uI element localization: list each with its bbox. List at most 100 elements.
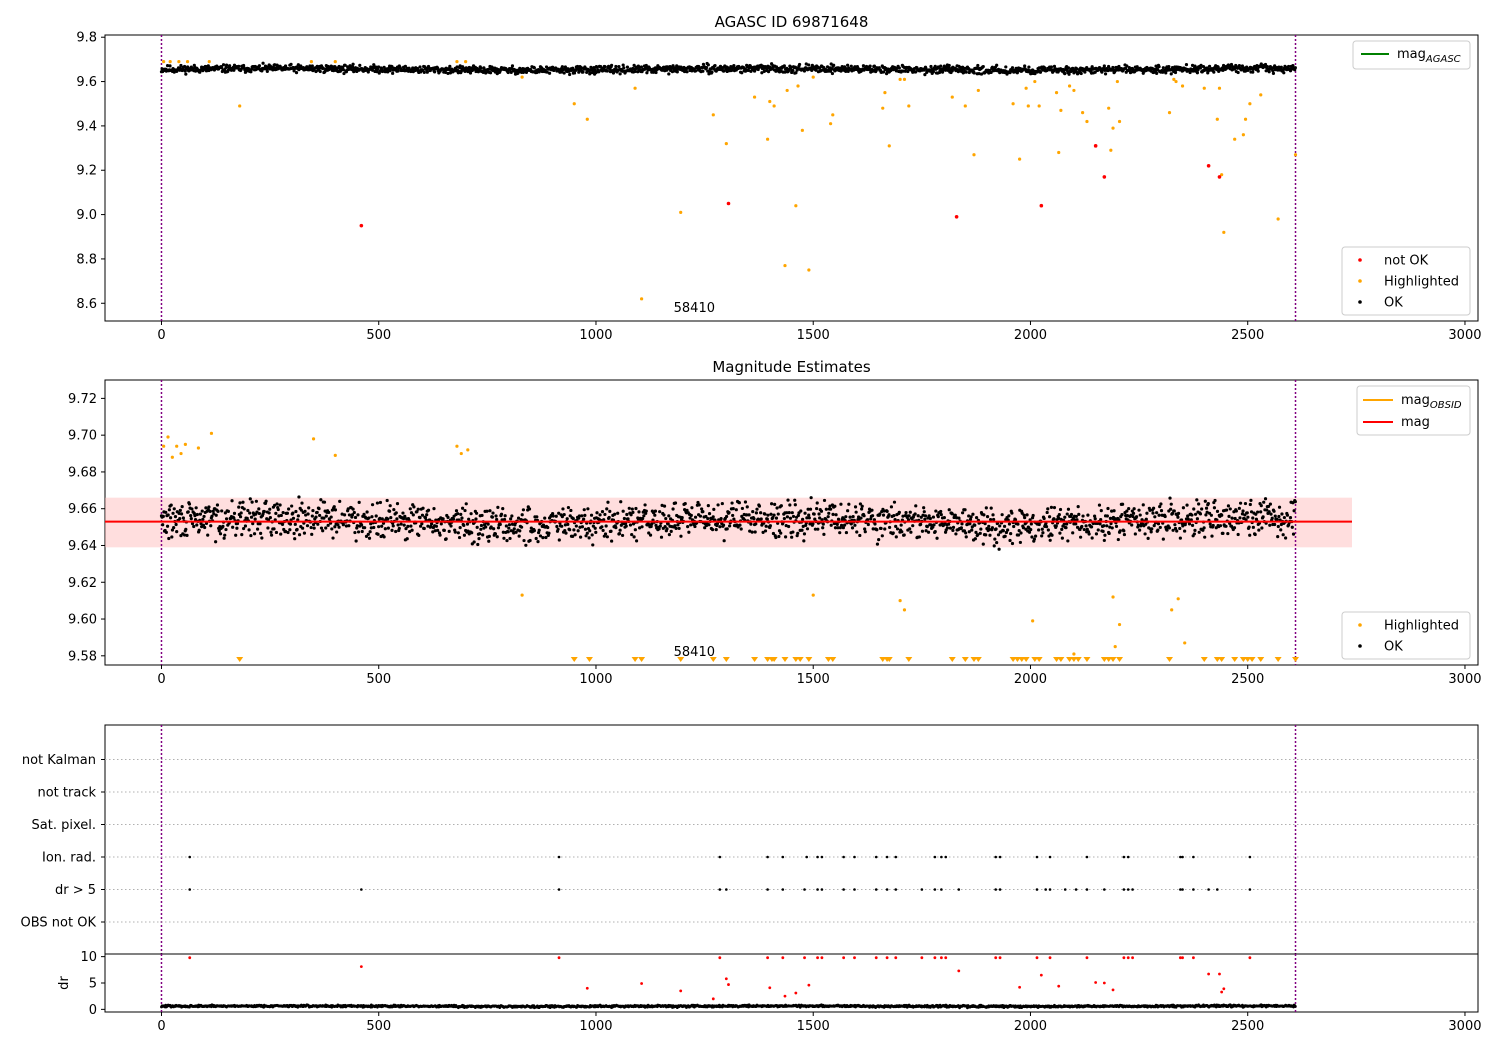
ok-point — [533, 529, 536, 532]
ok-point — [161, 523, 164, 526]
highlighted-point — [1072, 652, 1075, 655]
highlighted-point — [162, 445, 165, 448]
ok-point — [1029, 528, 1032, 531]
ok-point — [784, 535, 787, 538]
ok-point — [216, 510, 219, 513]
highlighted-point — [1057, 151, 1060, 154]
ok-point — [649, 534, 652, 537]
ok-point — [725, 515, 728, 518]
ok-point — [568, 73, 571, 76]
ok-point — [721, 502, 724, 505]
ok-point — [372, 526, 375, 529]
ok-point — [294, 523, 297, 526]
ok-point — [1009, 532, 1012, 535]
ok-point — [1122, 529, 1125, 532]
ok-point — [1008, 522, 1011, 525]
ok-point — [1006, 528, 1009, 531]
ok-point — [858, 534, 861, 537]
ok-point — [1227, 504, 1230, 507]
highlighted-point — [794, 204, 797, 207]
ok-point — [397, 69, 400, 72]
ok-point — [249, 497, 252, 500]
ok-point — [823, 499, 826, 502]
ok-point — [1117, 538, 1120, 541]
ok-point — [780, 504, 783, 507]
ok-point — [595, 511, 598, 514]
ok-point — [432, 507, 435, 510]
ok-point — [1145, 512, 1148, 515]
ok-point — [291, 511, 294, 514]
ok-point — [1083, 528, 1086, 531]
ok-point — [1010, 511, 1013, 514]
not-ok-point — [1040, 204, 1044, 208]
ok-point — [1162, 538, 1165, 541]
flag-point — [994, 888, 997, 891]
ok-point — [577, 529, 580, 532]
highlighted-point — [455, 60, 458, 63]
ok-point — [1175, 529, 1178, 532]
ok-point — [446, 516, 449, 519]
highlighted-below-range-marker — [949, 657, 956, 662]
highlighted-point — [184, 443, 187, 446]
ok-point — [971, 513, 974, 516]
ok-point — [1182, 506, 1185, 509]
ok-point — [1198, 531, 1201, 534]
ok-point — [1233, 526, 1236, 529]
ok-point — [764, 529, 767, 532]
highlighted-point — [753, 95, 756, 98]
ok-point — [859, 516, 862, 519]
ok-point — [797, 514, 800, 517]
flag-point — [934, 888, 937, 891]
ok-point — [167, 537, 170, 540]
ok-point — [1121, 503, 1124, 506]
ok-point — [786, 515, 789, 518]
ok-point — [735, 508, 738, 511]
ok-point — [608, 510, 611, 513]
flag-point — [894, 888, 897, 891]
ok-point — [1230, 517, 1233, 520]
ok-point — [442, 517, 445, 520]
ok-point — [251, 501, 254, 504]
ok-point — [852, 515, 855, 518]
flag-point — [782, 856, 785, 859]
ok-point — [260, 536, 263, 539]
ok-point — [1001, 513, 1004, 516]
ok-point — [481, 533, 484, 536]
ok-point — [1027, 66, 1030, 69]
flag-point — [1123, 888, 1126, 891]
ok-point — [1047, 528, 1050, 531]
ok-point — [997, 533, 1000, 536]
ok-point — [496, 535, 499, 538]
highlighted-point — [1218, 87, 1221, 90]
y-tick-label-2: 9.66 — [68, 502, 97, 517]
ok-point — [544, 536, 547, 539]
ok-point — [1150, 527, 1153, 530]
x-tick-label-1: 1000 — [579, 328, 612, 343]
ok-point — [634, 507, 637, 510]
ok-point — [694, 516, 697, 519]
ok-point — [1237, 533, 1240, 536]
y-tick-label-2: 9.60 — [68, 613, 97, 628]
ok-point — [698, 503, 701, 506]
ok-point — [1160, 509, 1163, 512]
highlighted-point — [1072, 89, 1075, 92]
ok-point — [1251, 71, 1254, 74]
ok-point — [626, 66, 629, 69]
ok-point — [555, 525, 558, 528]
ok-point — [947, 523, 950, 526]
ok-point — [751, 531, 754, 534]
ok-point — [263, 510, 266, 513]
ok-point — [1105, 524, 1108, 527]
ok-point — [949, 527, 952, 530]
ok-point — [504, 514, 507, 517]
ok-point — [1173, 509, 1176, 512]
ok-point — [601, 510, 604, 513]
ok-point — [164, 511, 167, 514]
ok-point — [711, 528, 714, 531]
ok-point — [209, 524, 212, 527]
ok-point — [979, 532, 982, 535]
ok-point — [412, 505, 415, 508]
ok-point — [1132, 512, 1135, 515]
ok-point — [507, 527, 510, 530]
